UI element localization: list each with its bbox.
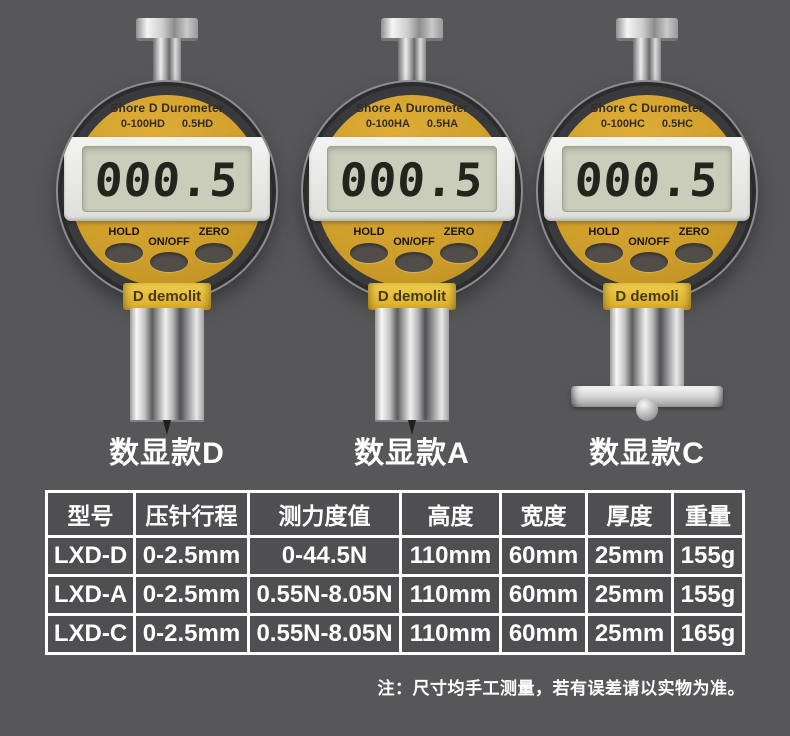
gauge-face: Shore D Durometer 0-100HD 0.5HD 000.5 HO… — [56, 80, 278, 302]
indenter-needle-icon — [408, 420, 416, 435]
spec-header-cell: 宽度 — [502, 493, 585, 535]
spec-cell: LXD-C — [48, 616, 133, 652]
lcd-screen: 000.5 — [327, 146, 497, 212]
barrel — [375, 308, 449, 422]
top-knob-stem-icon — [398, 38, 426, 84]
gauge-title: Shore D Durometer — [110, 101, 224, 115]
spec-cell: 0-2.5mm — [136, 616, 247, 652]
barrel — [610, 308, 684, 392]
hold-button — [350, 243, 388, 263]
gauge-range: 0-100HD 0.5HD — [58, 118, 276, 130]
spec-cell: 155g — [674, 538, 742, 574]
measurement-note: 注：尺寸均手工测量，若有误差请以实物为准。 — [377, 679, 745, 698]
lcd-screen: 000.5 — [562, 146, 732, 212]
hold-button-label: HOLD — [588, 226, 620, 238]
gauge-title: Shore C Durometer — [590, 101, 704, 115]
zero-button-label: ZERO — [198, 226, 230, 238]
variant-caption: 数显款C — [589, 437, 705, 470]
durometer-A: Shore A Durometer 0-100HA 0.5HA 000.5 HO… — [301, 18, 523, 470]
brand-band-text: D demolit — [132, 288, 202, 305]
spec-cell: 0.55N-8.05N — [250, 616, 399, 652]
range-scale: 0-100HD — [120, 118, 165, 130]
onoff-button-label: ON/OFF — [393, 236, 435, 248]
range-resolution: 0.5HA — [426, 118, 459, 130]
barrel — [130, 308, 204, 422]
spec-cell: 110mm — [402, 538, 499, 574]
zero-button — [440, 243, 478, 263]
zero-button — [195, 243, 233, 263]
lcd-screen: 000.5 — [82, 146, 252, 212]
spec-cell: LXD-A — [48, 577, 133, 613]
top-knob-stem-icon — [153, 38, 181, 84]
spec-header-cell: 型号 — [48, 493, 133, 535]
brand-band: D demolit — [123, 283, 211, 310]
range-scale: 0-100HC — [600, 118, 645, 130]
lcd-panel: 000.5 — [64, 137, 270, 221]
spec-cell: 60mm — [502, 538, 585, 574]
top-knob-stem-icon — [633, 38, 661, 84]
onoff-button-label: ON/OFF — [628, 236, 670, 248]
hold-button-label: HOLD — [353, 226, 385, 238]
indenter-needle-icon — [163, 420, 171, 435]
durometer-C: Shore C Durometer 0-100HC 0.5HC 000.5 HO… — [536, 18, 758, 470]
spec-cell: 25mm — [588, 577, 671, 613]
lcd-panel: 000.5 — [544, 137, 750, 221]
spec-cell: 60mm — [502, 577, 585, 613]
zero-button — [675, 243, 713, 263]
ball-tip-icon — [636, 398, 658, 421]
spec-cell: 0-2.5mm — [136, 577, 247, 613]
spec-cell: LXD-D — [48, 538, 133, 574]
spec-cell: 60mm — [502, 616, 585, 652]
lcd-reading: 000.5 — [573, 153, 721, 207]
spec-cell: 0-44.5N — [250, 538, 399, 574]
onoff-button — [150, 252, 188, 272]
range-resolution: 0.5HD — [181, 118, 214, 130]
spec-cell: 110mm — [402, 616, 499, 652]
spec-header-cell: 压针行程 — [136, 493, 247, 535]
hold-button — [585, 243, 623, 263]
hold-button — [105, 243, 143, 263]
spec-cell: 0-2.5mm — [136, 538, 247, 574]
foot-plate-icon — [571, 386, 723, 407]
gauge-range: 0-100HC 0.5HC — [538, 118, 756, 130]
spec-header-cell: 测力度值 — [250, 493, 399, 535]
spec-cell: 0.55N-8.05N — [250, 577, 399, 613]
lcd-reading: 000.5 — [338, 153, 486, 207]
gauge-face: Shore A Durometer 0-100HA 0.5HA 000.5 HO… — [301, 80, 523, 302]
range-resolution: 0.5HC — [661, 118, 694, 130]
spec-table: 型号 压针行程 测力度值 高度 宽度 厚度 重量 LXD-D 0-2.5mm 0-44.5N 110… — [45, 490, 745, 655]
brand-band-text: D demoli — [615, 288, 679, 305]
brand-band: D demoli — [603, 283, 691, 310]
variant-caption: 数显款A — [354, 437, 470, 470]
spec-cell: 165g — [674, 616, 742, 652]
spec-cell: 155g — [674, 577, 742, 613]
durometer-D: Shore D Durometer 0-100HD 0.5HD 000.5 HO… — [56, 18, 278, 470]
spec-cell: 25mm — [588, 538, 671, 574]
onoff-button-label: ON/OFF — [148, 236, 190, 248]
lcd-reading: 000.5 — [93, 153, 241, 207]
variant-caption: 数显款D — [109, 437, 225, 470]
spec-header-cell: 高度 — [402, 493, 499, 535]
gauge-title: Shore A Durometer — [355, 101, 469, 115]
brand-band-text: D demolit — [377, 288, 447, 305]
range-scale: 0-100HA — [365, 118, 410, 130]
brand-band: D demolit — [368, 283, 456, 310]
spec-header-cell: 重量 — [674, 493, 742, 535]
spec-cell: 25mm — [588, 616, 671, 652]
zero-button-label: ZERO — [443, 226, 475, 238]
spec-header-cell: 厚度 — [588, 493, 671, 535]
gauge-face: Shore C Durometer 0-100HC 0.5HC 000.5 HO… — [536, 80, 758, 302]
onoff-button — [395, 252, 433, 272]
gauge-range: 0-100HA 0.5HA — [303, 118, 521, 130]
hold-button-label: HOLD — [108, 226, 140, 238]
lcd-panel: 000.5 — [309, 137, 515, 221]
onoff-button — [630, 252, 668, 272]
zero-button-label: ZERO — [678, 226, 710, 238]
spec-cell: 110mm — [402, 577, 499, 613]
